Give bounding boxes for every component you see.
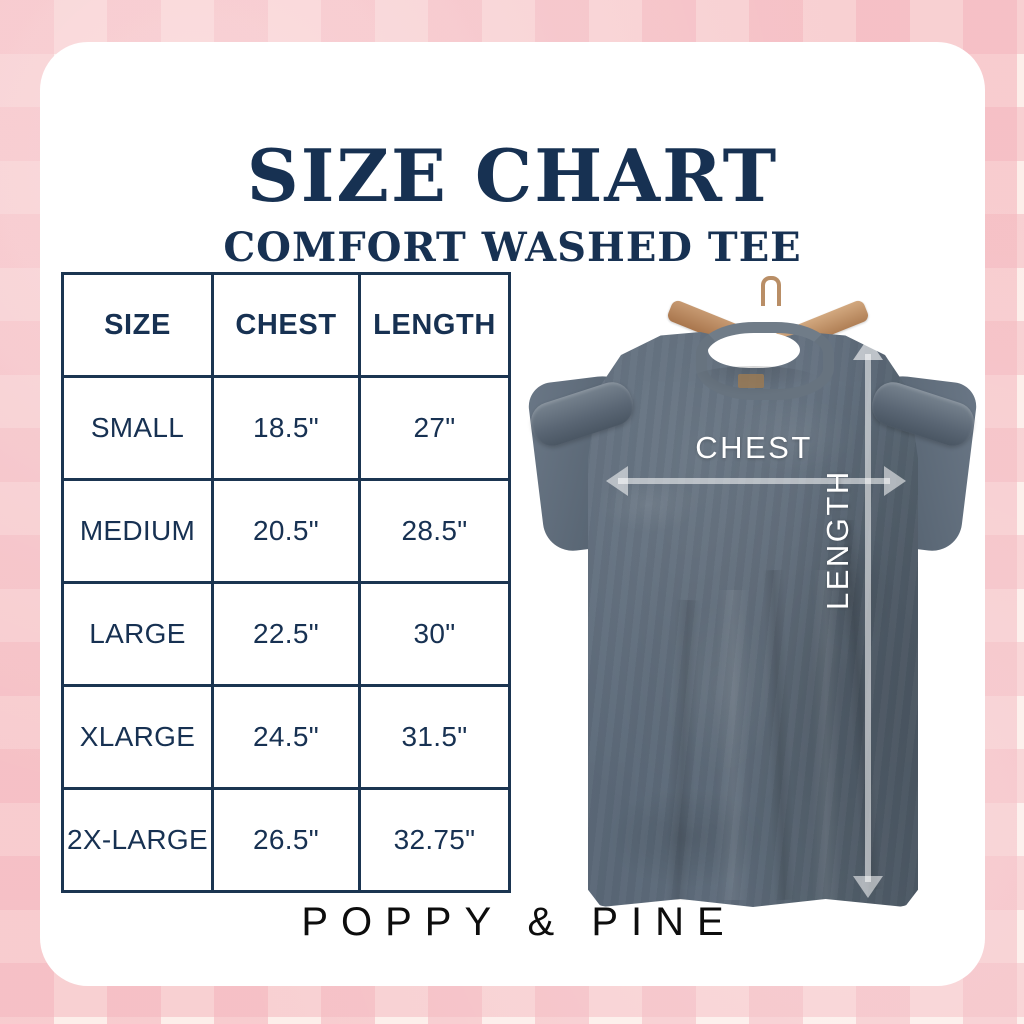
length-measurement-label: LENGTH bbox=[820, 469, 855, 610]
page-subtitle: COMFORT WASHED TEE bbox=[223, 224, 802, 271]
cell-size: SMALL bbox=[61, 375, 214, 481]
length-arrow-line bbox=[865, 354, 871, 882]
hanger-hook-icon bbox=[761, 276, 781, 306]
table-row: MEDIUM 20.5" 28.5" bbox=[61, 478, 511, 584]
cell-chest: 26.5" bbox=[211, 787, 361, 893]
chest-arrow-line bbox=[618, 478, 890, 484]
cell-chest: 20.5" bbox=[211, 478, 361, 584]
chest-arrowhead-right-icon bbox=[884, 466, 906, 496]
cell-size: LARGE bbox=[61, 581, 214, 687]
cell-chest: 22.5" bbox=[211, 581, 361, 687]
cell-size: XLARGE bbox=[61, 684, 214, 790]
chest-measurement-label: CHEST bbox=[695, 430, 813, 465]
cell-length: 30" bbox=[358, 581, 511, 687]
cell-chest: 18.5" bbox=[211, 375, 361, 481]
table-row: XLARGE 24.5" 31.5" bbox=[61, 684, 511, 790]
tshirt-illustration bbox=[520, 270, 985, 930]
product-photo: CHEST LENGTH bbox=[520, 270, 985, 930]
tshirt-body bbox=[588, 332, 918, 907]
cell-length: 28.5" bbox=[358, 478, 511, 584]
column-header-chest: CHEST bbox=[211, 272, 361, 378]
length-arrowhead-down-icon bbox=[853, 876, 883, 898]
page-title: SIZE CHART bbox=[246, 133, 779, 218]
fabric-highlight bbox=[812, 570, 840, 900]
brand-name: POPPY & PINE bbox=[301, 900, 737, 944]
chest-arrowhead-left-icon bbox=[606, 466, 628, 496]
size-measurements-table: SIZE CHEST LENGTH SMALL 18.5" 27" MEDIUM… bbox=[61, 272, 511, 893]
length-arrowhead-up-icon bbox=[853, 338, 883, 360]
content-card: SIZE CHART COMFORT WASHED TEE SIZE CHEST… bbox=[40, 42, 985, 986]
table-row: SMALL 18.5" 27" bbox=[61, 375, 511, 481]
cell-size: MEDIUM bbox=[61, 478, 214, 584]
tshirt-fabric-texture bbox=[588, 332, 918, 907]
column-header-length: LENGTH bbox=[358, 272, 511, 378]
table-row: 2X-LARGE 26.5" 32.75" bbox=[61, 787, 511, 893]
cell-length: 32.75" bbox=[358, 787, 511, 893]
cell-size: 2X-LARGE bbox=[61, 787, 214, 893]
cell-chest: 24.5" bbox=[211, 684, 361, 790]
table-header-row: SIZE CHEST LENGTH bbox=[61, 272, 511, 378]
column-header-size: SIZE bbox=[61, 272, 214, 378]
collar-ribbing bbox=[696, 322, 834, 400]
cell-length: 31.5" bbox=[358, 684, 511, 790]
fabric-highlight bbox=[716, 590, 750, 900]
cell-length: 27" bbox=[358, 375, 511, 481]
neck-tag bbox=[738, 374, 764, 388]
table-row: LARGE 22.5" 30" bbox=[61, 581, 511, 687]
